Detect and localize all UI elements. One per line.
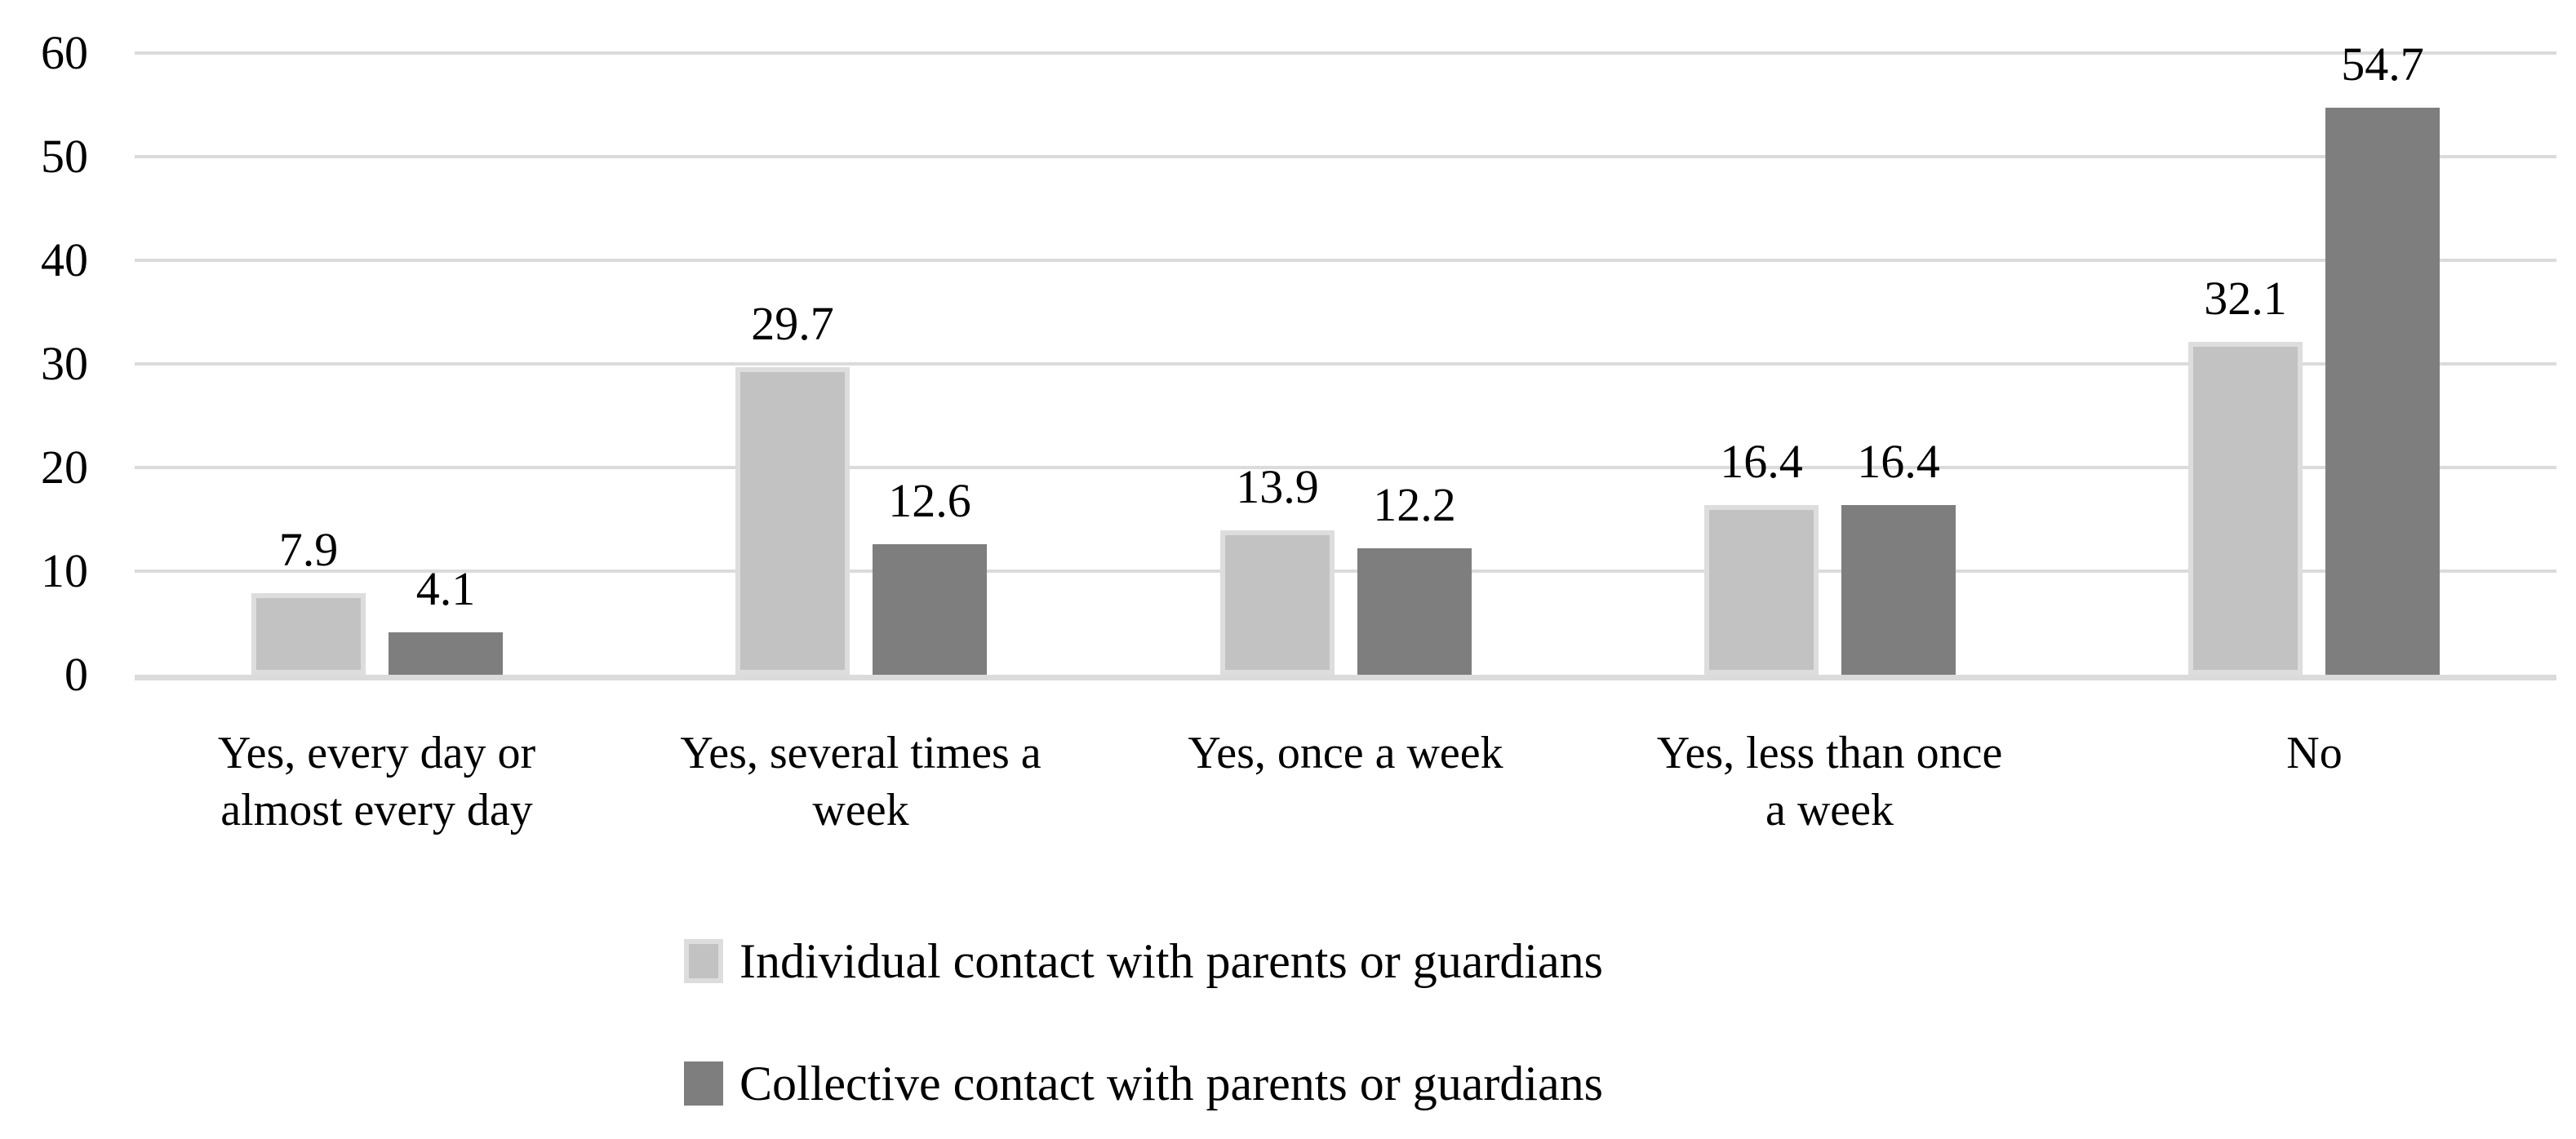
legend-label-individual-contact: Individual contact with parents or guard… xyxy=(739,934,1604,988)
bar-series2-cat2 xyxy=(873,544,987,675)
bar-series1-cat4 xyxy=(1704,505,1819,675)
legend-item-collective-contact: Collective contact with parents or guard… xyxy=(684,1054,1603,1113)
data-label-series1-cat2: 29.7 xyxy=(751,297,834,350)
x-category-label-3: Yes, once a week xyxy=(1188,728,1503,778)
legend-label-collective-contact: Collective contact with parents or guard… xyxy=(739,1057,1603,1110)
bar-series1-cat1 xyxy=(251,593,366,675)
x-category-label-5: No xyxy=(2286,728,2343,778)
bar-series2-cat3 xyxy=(1357,548,1472,675)
bar-series1-cat3 xyxy=(1220,530,1335,675)
y-tick-label-10: 10 xyxy=(41,544,88,597)
bar-series2-cat4 xyxy=(1841,505,1956,675)
gridline-20 xyxy=(135,466,2556,469)
y-tick-label-60: 60 xyxy=(41,26,88,79)
data-label-series2-cat1: 4.1 xyxy=(415,562,476,615)
gridline-10 xyxy=(135,570,2556,573)
y-tick-label-0: 0 xyxy=(64,648,88,701)
bar-series1-cat2 xyxy=(735,367,850,675)
bar-series2-cat5 xyxy=(2325,108,2440,675)
gridline-60 xyxy=(135,51,2556,55)
gridline-30 xyxy=(135,362,2556,366)
legend: Individual contact with parents or guard… xyxy=(684,932,1603,1139)
bar-series2-cat1 xyxy=(389,632,503,675)
data-label-series1-cat1: 7.9 xyxy=(278,523,339,576)
gridline-50 xyxy=(135,155,2556,158)
data-label-series2-cat5: 54.7 xyxy=(2341,38,2424,91)
legend-item-individual-contact: Individual contact with parents or guard… xyxy=(684,932,1603,991)
gridline-40 xyxy=(135,259,2556,262)
data-label-series2-cat3: 12.2 xyxy=(1373,478,1456,531)
legend-swatch-collective-contact xyxy=(684,1061,723,1106)
y-tick-label-30: 30 xyxy=(41,337,88,390)
y-tick-label-50: 50 xyxy=(41,130,88,183)
x-category-label-1: Yes, every day or almost every day xyxy=(217,728,536,835)
y-tick-label-40: 40 xyxy=(41,233,88,286)
x-category-label-2: Yes, several times a week xyxy=(680,728,1042,835)
data-label-series1-cat4: 16.4 xyxy=(1720,435,1803,488)
data-label-series2-cat4: 16.4 xyxy=(1857,435,1940,488)
data-label-series2-cat2: 12.6 xyxy=(888,474,971,527)
data-label-series1-cat3: 13.9 xyxy=(1236,460,1319,513)
data-label-series1-cat5: 32.1 xyxy=(2204,272,2287,325)
x-axis-line xyxy=(135,675,2556,680)
x-category-label-4: Yes, less than once a week xyxy=(1656,728,2003,835)
y-tick-label-20: 20 xyxy=(41,441,88,494)
bar-series1-cat5 xyxy=(2188,342,2303,675)
legend-swatch-individual-contact xyxy=(684,939,723,983)
